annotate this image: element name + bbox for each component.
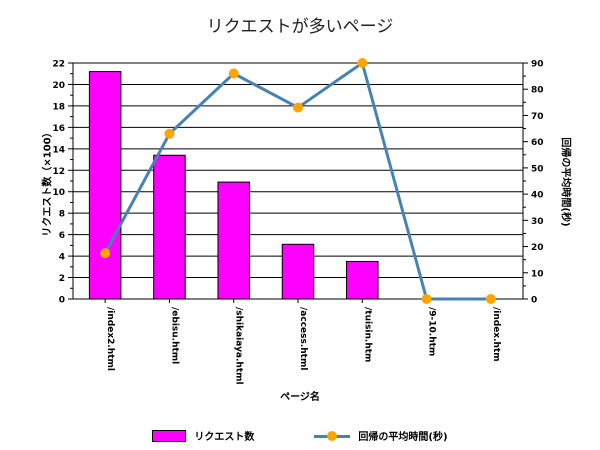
y-tick-label-left: 14 [52, 145, 65, 155]
x-tick-label: /index.htm [491, 307, 501, 362]
y-tick-label-left: 10 [52, 188, 65, 198]
y-tick-label-right: 40 [531, 191, 544, 201]
line-point [100, 248, 111, 259]
y-tick-label-right: 70 [531, 112, 544, 122]
line-point [293, 102, 303, 113]
bar [281, 243, 315, 300]
y-tick-label-left: 20 [52, 81, 65, 91]
y-tick-label-left: 12 [52, 167, 65, 177]
y-tick-label-right: 50 [531, 164, 544, 174]
x-tick-label: /shikaiaya.html [234, 307, 244, 385]
y-tick-label-left: 18 [52, 102, 65, 112]
legend-swatch-line [314, 430, 351, 441]
x-tick-label: /index2.html [105, 307, 115, 371]
y-tick-label-left: 2 [59, 274, 65, 284]
legend-label-avg-time: 回帰の平均時間(秒) [358, 432, 448, 443]
x-tick-label: /9-10.htm [427, 307, 437, 356]
bar [346, 260, 379, 300]
y-tick-label-right: 10 [531, 269, 544, 279]
bar [217, 181, 250, 300]
y-tick-label-left: 0 [59, 296, 65, 306]
y-tick-label-right: 60 [531, 138, 544, 148]
y-axis-left-title: リクエスト数（×100） [42, 127, 54, 237]
y-tick-label-left: 16 [52, 124, 65, 134]
x-tick-label: /ebisu.html [169, 307, 179, 364]
legend-label-requests: リクエスト数 [194, 432, 255, 443]
y-tick-label-left: 8 [59, 210, 65, 220]
x-tick-label: /access.html [298, 307, 308, 370]
x-axis-title: ページ名 [280, 392, 320, 403]
legend-swatch-bar [152, 429, 187, 442]
y-tick-label-left: 6 [59, 231, 65, 241]
y-tick-label-right: 20 [531, 243, 544, 253]
y-tick-label-right: 90 [531, 60, 544, 70]
line-point [228, 68, 239, 79]
y-tick-label-left: 22 [52, 60, 65, 70]
chart-title: リクエストが多いページ [206, 17, 394, 37]
y-tick-label-right: 80 [531, 86, 544, 96]
line-point [164, 128, 175, 139]
y-axis-right-title: 回帰の平均時間(秒) [559, 137, 571, 227]
line-point [421, 294, 432, 304]
line-point [485, 294, 496, 304]
legend-item-avg-time: 回帰の平均時間(秒) [314, 428, 448, 443]
legend-item-requests: リクエスト数 [152, 428, 254, 443]
y-tick-label-left: 4 [59, 253, 65, 263]
bar [88, 71, 122, 300]
legend: リクエスト数 回帰の平均時間(秒) [0, 428, 600, 443]
bar [153, 154, 186, 300]
y-tick-label-right: 30 [531, 217, 544, 227]
y-tick-label-right: 0 [531, 296, 537, 306]
line-point [357, 58, 368, 68]
x-tick-label: /tuisin.htm [362, 307, 372, 362]
